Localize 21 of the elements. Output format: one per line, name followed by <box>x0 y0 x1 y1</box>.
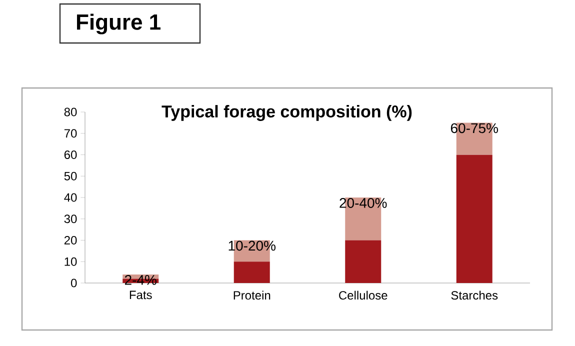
x-tick-label: Protein <box>234 290 270 300</box>
x-tick-label: Cellulose <box>339 290 388 300</box>
chart-subtitle: Figure 1 <box>77 14 160 34</box>
annotation: 60-75% <box>450 123 498 134</box>
y-tick-label: 60 <box>64 150 77 159</box>
y-tick-label: 50 <box>64 172 77 180</box>
x-tick-label: Starches <box>451 290 498 300</box>
y-tick-label: 30 <box>64 214 77 224</box>
bar <box>456 154 492 283</box>
bar <box>234 262 270 283</box>
y-tick-label: 10 <box>64 257 77 266</box>
annotation: 10-20% <box>228 240 276 251</box>
y-tick-label: 80 <box>64 108 77 116</box>
y-tick-label: 70 <box>64 129 77 138</box>
y-tick-label: 40 <box>64 193 77 202</box>
chart-title: Typical forage composition (%) <box>162 105 412 121</box>
y-tick-label: 0 <box>71 278 77 288</box>
bar <box>345 240 382 283</box>
y-tick-label: 20 <box>64 236 77 244</box>
x-tick-label: Fats <box>130 290 152 300</box>
annotation: 20-40% <box>340 198 387 208</box>
